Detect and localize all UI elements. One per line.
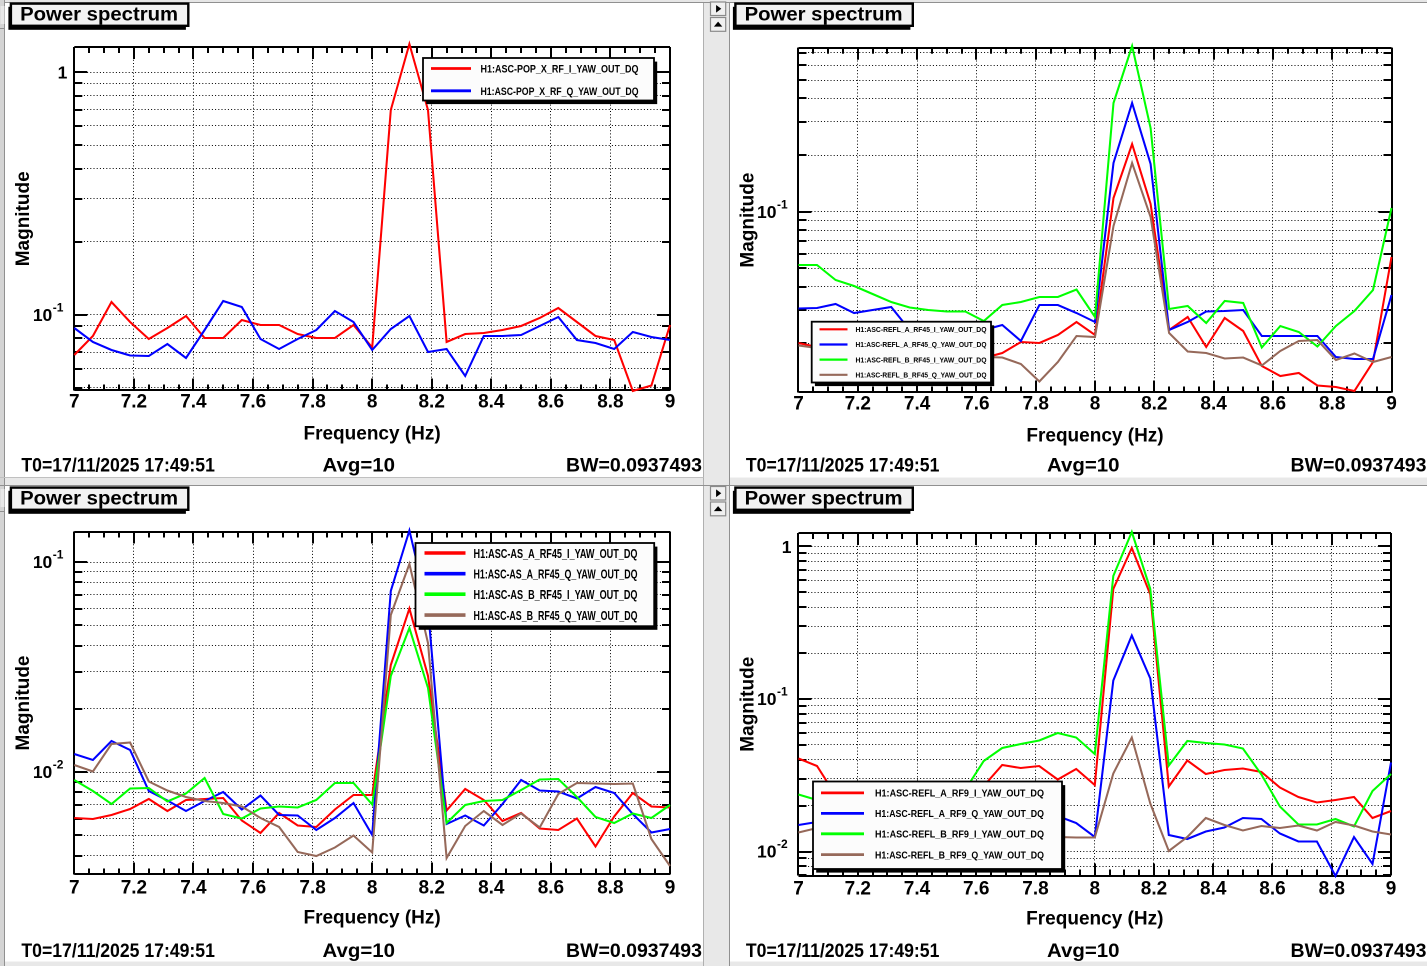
svg-text:H1:ASC-AS_B_RF45_Q_YAW_OUT_DQ: H1:ASC-AS_B_RF45_Q_YAW_OUT_DQ <box>474 608 638 623</box>
svg-text:H1:ASC-POP_X_RF_I_YAW_OUT_DQ: H1:ASC-POP_X_RF_I_YAW_OUT_DQ <box>481 64 639 76</box>
svg-text:H1:ASC-POP_X_RF_Q_YAW_OUT_DQ: H1:ASC-POP_X_RF_Q_YAW_OUT_DQ <box>481 86 639 98</box>
svg-text:H1:ASC-REFL_A_RF45_I_YAW_OUT_D: H1:ASC-REFL_A_RF45_I_YAW_OUT_DQ <box>856 325 987 334</box>
svg-text:7: 7 <box>793 394 804 415</box>
svg-text:10: 10 <box>33 762 53 782</box>
svg-text:H1:ASC-REFL_B_RF45_I_YAW_OUT_D: H1:ASC-REFL_B_RF45_I_YAW_OUT_DQ <box>856 355 987 364</box>
svg-text:8.4: 8.4 <box>1200 394 1227 415</box>
svg-text:H1:ASC-REFL_A_RF9_I_YAW_OUT_DQ: H1:ASC-REFL_A_RF9_I_YAW_OUT_DQ <box>875 789 1044 800</box>
svg-text:8.8: 8.8 <box>1319 879 1345 900</box>
svg-text:7: 7 <box>69 878 80 899</box>
svg-text:-1: -1 <box>53 300 64 314</box>
svg-text:-1: -1 <box>777 685 788 699</box>
svg-text:8.6: 8.6 <box>538 878 564 899</box>
svg-text:7.8: 7.8 <box>1022 394 1048 415</box>
svg-text:H1:ASC-REFL_B_RF9_I_YAW_OUT_DQ: H1:ASC-REFL_B_RF9_I_YAW_OUT_DQ <box>875 830 1044 841</box>
svg-text:8.2: 8.2 <box>418 878 444 899</box>
svg-text:7.6: 7.6 <box>963 394 989 415</box>
svg-text:T0=17/11/2025 17:49:51: T0=17/11/2025 17:49:51 <box>746 941 940 962</box>
svg-text:7.6: 7.6 <box>963 879 989 900</box>
svg-text:T0=17/11/2025 17:49:51: T0=17/11/2025 17:49:51 <box>21 941 215 962</box>
svg-text:8.4: 8.4 <box>478 392 505 413</box>
svg-text:9: 9 <box>665 878 676 899</box>
svg-text:7.4: 7.4 <box>904 394 931 415</box>
svg-text:Power spectrum: Power spectrum <box>20 489 178 510</box>
svg-text:7.2: 7.2 <box>121 392 147 413</box>
svg-text:7.6: 7.6 <box>240 878 266 899</box>
svg-text:H1:ASC-AS_A_RF45_I_YAW_OUT_DQ: H1:ASC-AS_A_RF45_I_YAW_OUT_DQ <box>474 546 638 561</box>
svg-text:H1:ASC-AS_A_RF45_Q_YAW_OUT_DQ: H1:ASC-AS_A_RF45_Q_YAW_OUT_DQ <box>474 567 638 582</box>
svg-text:-2: -2 <box>777 837 788 851</box>
svg-text:H1:ASC-REFL_A_RF9_Q_YAW_OUT_DQ: H1:ASC-REFL_A_RF9_Q_YAW_OUT_DQ <box>875 809 1044 820</box>
svg-text:1: 1 <box>782 537 792 557</box>
svg-text:10: 10 <box>33 552 53 572</box>
svg-text:H1:ASC-REFL_B_RF9_Q_YAW_OUT_DQ: H1:ASC-REFL_B_RF9_Q_YAW_OUT_DQ <box>875 850 1044 861</box>
svg-text:8.8: 8.8 <box>597 392 623 413</box>
svg-text:T0=17/11/2025 17:49:51: T0=17/11/2025 17:49:51 <box>746 456 940 477</box>
svg-text:9: 9 <box>665 392 676 413</box>
svg-text:1: 1 <box>58 62 68 82</box>
svg-text:8: 8 <box>1090 394 1101 415</box>
svg-text:8.4: 8.4 <box>1200 879 1227 900</box>
svg-text:9: 9 <box>1386 394 1397 415</box>
svg-text:Frequency (Hz): Frequency (Hz) <box>303 424 440 445</box>
svg-text:Avg=10: Avg=10 <box>323 456 396 477</box>
svg-text:8.8: 8.8 <box>597 878 623 899</box>
svg-text:Avg=10: Avg=10 <box>1047 456 1120 477</box>
svg-text:BW=0.0937493: BW=0.0937493 <box>1291 456 1427 477</box>
svg-text:BW=0.0937493: BW=0.0937493 <box>566 941 702 962</box>
svg-text:H1:ASC-REFL_A_RF45_Q_YAW_OUT_D: H1:ASC-REFL_A_RF45_Q_YAW_OUT_DQ <box>856 340 987 349</box>
svg-text:10: 10 <box>33 305 53 325</box>
svg-text:7.4: 7.4 <box>180 878 207 899</box>
svg-text:8.6: 8.6 <box>538 392 564 413</box>
svg-text:Power spectrum: Power spectrum <box>20 5 178 26</box>
svg-text:8.8: 8.8 <box>1319 394 1345 415</box>
svg-text:7.4: 7.4 <box>904 879 931 900</box>
svg-text:9: 9 <box>1386 879 1397 900</box>
svg-text:Frequency (Hz): Frequency (Hz) <box>1026 909 1163 930</box>
svg-text:7.8: 7.8 <box>299 878 325 899</box>
svg-text:8: 8 <box>1090 879 1101 900</box>
svg-text:8.4: 8.4 <box>478 878 505 899</box>
svg-text:T0=17/11/2025 17:49:51: T0=17/11/2025 17:49:51 <box>21 456 215 477</box>
svg-text:H1:ASC-REFL_B_RF45_Q_YAW_OUT_D: H1:ASC-REFL_B_RF45_Q_YAW_OUT_DQ <box>856 371 987 380</box>
svg-text:-2: -2 <box>53 758 64 772</box>
svg-text:Avg=10: Avg=10 <box>1047 941 1120 962</box>
svg-text:Magnitude: Magnitude <box>738 173 759 268</box>
svg-text:Magnitude: Magnitude <box>13 656 34 751</box>
svg-text:8.6: 8.6 <box>1259 879 1285 900</box>
svg-text:8.6: 8.6 <box>1260 394 1286 415</box>
svg-text:8.2: 8.2 <box>418 392 444 413</box>
svg-text:Frequency (Hz): Frequency (Hz) <box>303 908 440 929</box>
svg-text:Magnitude: Magnitude <box>738 657 759 752</box>
svg-text:Frequency (Hz): Frequency (Hz) <box>1026 426 1163 447</box>
svg-text:8.2: 8.2 <box>1141 879 1167 900</box>
svg-text:H1:ASC-AS_B_RF45_I_YAW_OUT_DQ: H1:ASC-AS_B_RF45_I_YAW_OUT_DQ <box>474 587 638 602</box>
svg-text:10: 10 <box>757 689 777 709</box>
svg-text:BW=0.0937493: BW=0.0937493 <box>1291 941 1427 962</box>
svg-text:Power spectrum: Power spectrum <box>745 489 903 510</box>
svg-text:-1: -1 <box>777 197 788 211</box>
svg-text:10: 10 <box>757 842 777 862</box>
svg-text:8.2: 8.2 <box>1141 394 1167 415</box>
svg-text:7.2: 7.2 <box>121 878 147 899</box>
svg-text:7.8: 7.8 <box>1022 879 1048 900</box>
svg-text:Magnitude: Magnitude <box>13 171 34 266</box>
svg-text:Avg=10: Avg=10 <box>323 941 396 962</box>
svg-text:7.6: 7.6 <box>240 392 266 413</box>
svg-text:7: 7 <box>793 879 804 900</box>
svg-text:8: 8 <box>367 878 378 899</box>
svg-text:7.8: 7.8 <box>299 392 325 413</box>
svg-text:7: 7 <box>69 392 80 413</box>
svg-text:7.2: 7.2 <box>845 394 871 415</box>
svg-text:7.4: 7.4 <box>180 392 207 413</box>
svg-text:Power spectrum: Power spectrum <box>745 5 903 26</box>
svg-text:-1: -1 <box>53 548 64 562</box>
svg-text:10: 10 <box>757 202 777 222</box>
svg-text:BW=0.0937493: BW=0.0937493 <box>566 456 702 477</box>
svg-text:8: 8 <box>367 392 378 413</box>
svg-text:7.2: 7.2 <box>845 879 871 900</box>
